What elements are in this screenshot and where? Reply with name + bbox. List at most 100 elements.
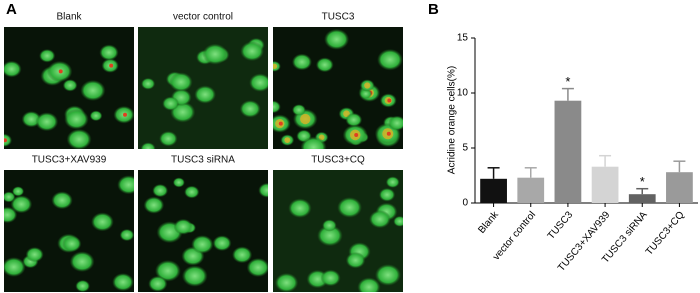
cell bbox=[239, 100, 261, 118]
image-caption: Blank bbox=[56, 12, 82, 23]
cell bbox=[388, 115, 403, 131]
cell bbox=[249, 73, 268, 92]
bar bbox=[666, 172, 693, 203]
cell bbox=[35, 112, 59, 132]
cell bbox=[89, 110, 103, 122]
vesicle bbox=[4, 138, 8, 143]
x-tick-label: TUSC3+CQ bbox=[644, 209, 687, 257]
cell bbox=[152, 183, 169, 198]
cell bbox=[291, 53, 313, 71]
vesicle bbox=[123, 112, 128, 117]
cell bbox=[246, 257, 268, 278]
bar bbox=[554, 100, 582, 203]
cell bbox=[393, 215, 403, 227]
cells bbox=[273, 28, 403, 149]
cell bbox=[69, 251, 95, 273]
cell bbox=[173, 218, 193, 235]
micrograph bbox=[4, 27, 134, 149]
cell bbox=[4, 133, 13, 148]
bar bbox=[628, 194, 656, 203]
cell bbox=[291, 104, 306, 116]
image-caption: TUSC3 bbox=[322, 12, 355, 23]
cell bbox=[117, 175, 134, 195]
panel-label: B bbox=[428, 1, 439, 18]
cell bbox=[258, 182, 268, 198]
cell bbox=[140, 142, 156, 149]
cell bbox=[273, 100, 281, 114]
cell bbox=[159, 130, 178, 147]
cell bbox=[154, 259, 181, 282]
cells bbox=[143, 177, 268, 292]
vesicle bbox=[354, 132, 359, 137]
vesicle bbox=[386, 131, 391, 136]
image-caption: vector control bbox=[173, 12, 233, 23]
micrograph bbox=[273, 170, 403, 292]
bar bbox=[480, 178, 507, 203]
cell bbox=[12, 186, 25, 197]
cell bbox=[169, 72, 193, 92]
cell bbox=[119, 228, 134, 242]
cell bbox=[315, 57, 334, 73]
cell bbox=[240, 41, 264, 62]
image-caption: TUSC3 siRNA bbox=[171, 155, 235, 166]
cell bbox=[324, 28, 350, 50]
cell bbox=[374, 264, 402, 286]
y-tick-label: 0 bbox=[462, 198, 468, 209]
cell bbox=[322, 219, 337, 232]
cell bbox=[368, 210, 391, 229]
cell bbox=[320, 269, 341, 287]
cell bbox=[140, 77, 156, 90]
cell bbox=[288, 198, 312, 218]
micrograph bbox=[138, 27, 268, 149]
cell bbox=[91, 212, 114, 232]
cell bbox=[274, 272, 299, 292]
micrograph bbox=[273, 27, 403, 149]
cell bbox=[172, 177, 185, 188]
cell bbox=[377, 48, 403, 71]
vesicle bbox=[284, 137, 291, 143]
cell bbox=[51, 191, 73, 210]
bar bbox=[517, 177, 545, 203]
significance-mark: * bbox=[640, 174, 645, 189]
cell bbox=[80, 79, 106, 102]
cell bbox=[62, 235, 82, 252]
cell bbox=[212, 235, 232, 252]
vesicle bbox=[364, 82, 371, 89]
vesicle bbox=[387, 98, 392, 103]
cell bbox=[99, 44, 119, 61]
vesicle bbox=[278, 121, 283, 126]
cells bbox=[274, 176, 403, 292]
cell bbox=[143, 196, 165, 214]
y-tick-label: 5 bbox=[462, 143, 468, 154]
cell bbox=[64, 108, 89, 130]
cell bbox=[337, 197, 363, 218]
cell bbox=[148, 275, 168, 292]
cells bbox=[4, 44, 134, 149]
cells bbox=[4, 175, 134, 292]
vesicle bbox=[109, 63, 114, 68]
cell bbox=[39, 48, 56, 63]
image-caption: TUSC3+XAV939 bbox=[32, 155, 107, 166]
vesicle bbox=[273, 63, 278, 70]
cell bbox=[162, 96, 180, 111]
cell bbox=[112, 273, 134, 292]
cell bbox=[300, 136, 327, 149]
y-tick-label: 15 bbox=[457, 33, 469, 44]
cells bbox=[140, 37, 268, 149]
cell bbox=[4, 257, 26, 277]
significance-mark: * bbox=[565, 74, 570, 89]
vesicle bbox=[300, 113, 311, 125]
cell bbox=[194, 85, 217, 104]
vesicle bbox=[58, 69, 63, 74]
cell bbox=[357, 277, 381, 292]
cell bbox=[345, 112, 363, 127]
cell bbox=[184, 185, 200, 199]
x-tick-label: TUSC3 bbox=[546, 209, 576, 242]
cell bbox=[202, 43, 228, 65]
cell bbox=[385, 176, 400, 188]
cell bbox=[378, 187, 396, 202]
cell bbox=[345, 252, 366, 269]
image-caption: TUSC3+CQ bbox=[311, 155, 365, 166]
cell bbox=[232, 246, 253, 264]
